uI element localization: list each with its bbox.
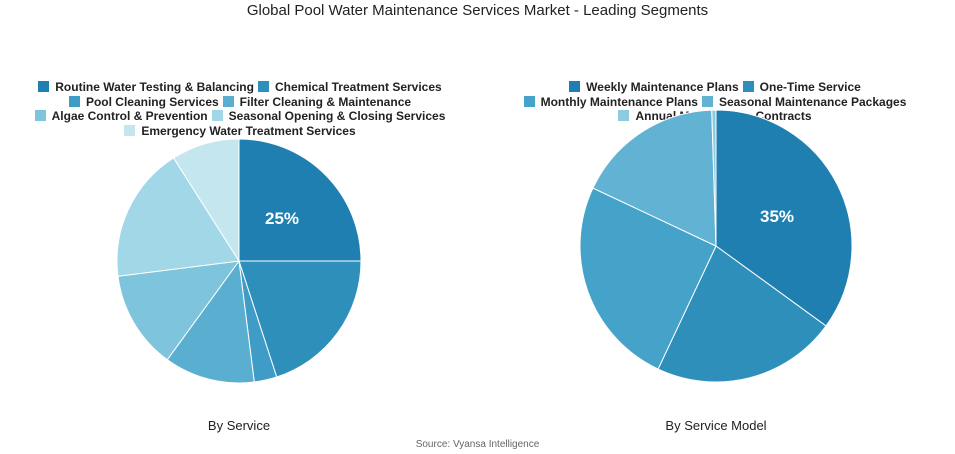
legend-label: Weekly Maintenance Plans — [586, 80, 739, 94]
legend-swatch — [618, 110, 630, 121]
pie-slice — [238, 260, 362, 378]
legend-item: One-Time Service — [742, 80, 861, 95]
legend-swatch — [211, 110, 223, 121]
legend-label: Emergency Water Treatment Services — [141, 123, 356, 138]
pie-slice — [117, 260, 241, 361]
legend-swatch — [701, 95, 713, 107]
pie-slice — [592, 109, 717, 247]
legend-item: Chemical Treatment Services — [257, 80, 442, 95]
pie-slice — [166, 259, 255, 384]
legend-swatch — [742, 81, 754, 92]
pie-slice — [579, 187, 717, 370]
legend-label: Routine Water Testing & Balancing — [55, 80, 254, 94]
legend-label: Filter Cleaning & Maintenance — [239, 94, 412, 109]
pie-slice — [715, 109, 853, 327]
legend-item: Seasonal Opening & Closing Services — [211, 109, 446, 124]
legend-item: Monthly Maintenance Plans — [523, 94, 698, 110]
chart-title: Global Pool Water Maintenance Services M… — [246, 2, 709, 19]
source-note: Source: Vyansa Intelligence — [415, 439, 540, 450]
data-label: 35% — [760, 207, 794, 226]
legend-item: Seasonal Maintenance Packages — [701, 94, 907, 110]
legend-by-service: Routine Water Testing & Balancing Chemica… — [30, 80, 450, 138]
legend-item: Algae Control & Prevention — [34, 109, 208, 124]
legend-swatch — [38, 81, 50, 92]
legend-label: One-Time Service — [759, 80, 861, 94]
legend-item: Weekly Maintenance Plans — [569, 80, 739, 95]
pie-slice — [711, 109, 717, 247]
legend-item: Pool Cleaning Services — [68, 94, 219, 110]
legend-label: Monthly Maintenance Plans — [540, 94, 698, 109]
legend-swatch — [124, 124, 136, 136]
legend-by-service-model: Weekly Maintenance Plans One-Time Service… — [480, 80, 950, 124]
legend-label: Algae Control & Prevention — [51, 109, 208, 123]
legend-item: Routine Water Testing & Balancing — [38, 80, 254, 95]
legend-swatch — [222, 95, 234, 107]
legend-item: Filter Cleaning & Maintenance — [222, 94, 412, 110]
pie-slice — [116, 157, 240, 277]
legend-label: Pool Cleaning Services — [85, 94, 219, 109]
legend-label: Seasonal Maintenance Packages — [718, 94, 907, 109]
subtitle-by-service-model: By Service Model — [665, 418, 767, 433]
legend-label: Seasonal Opening & Closing Services — [228, 109, 446, 123]
data-label: 25% — [265, 209, 299, 228]
legend-swatch — [34, 110, 46, 121]
pie-slice — [172, 138, 240, 263]
legend-label: Chemical Treatment Services — [274, 80, 442, 94]
pie-slice — [238, 138, 362, 262]
legend-swatch — [257, 81, 269, 92]
legend-swatch — [569, 81, 581, 92]
legend-swatch — [523, 95, 535, 107]
legend-item: Emergency Water Treatment Services — [124, 123, 356, 139]
legend-swatch — [68, 95, 80, 107]
subtitle-by-service: By Service — [207, 418, 271, 433]
